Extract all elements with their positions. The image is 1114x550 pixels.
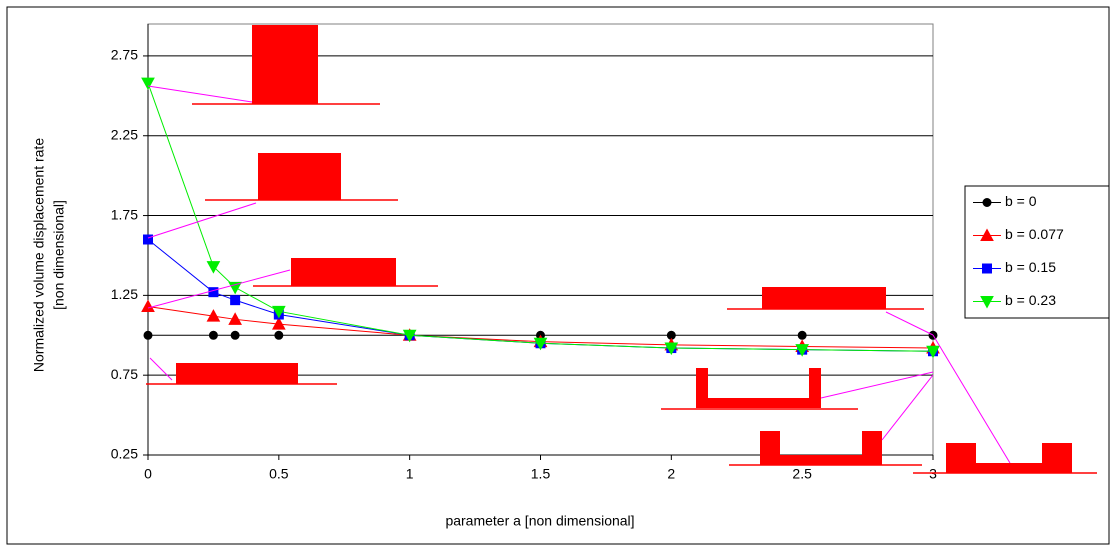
y-tick-label: 2.75 (111, 47, 138, 63)
marker (209, 288, 218, 297)
legend-label: b = 0 (1005, 193, 1037, 209)
marker (209, 331, 217, 339)
marker (231, 331, 239, 339)
x-axis-label: parameter a [non dimensional] (445, 513, 634, 529)
legend: b = 0 b = 0.077 b = 0.15 b = 0.23 (965, 186, 1109, 318)
x-tick-label: 1 (406, 466, 414, 482)
marker (275, 331, 283, 339)
y-axis-label: Normalized volume displacement rate (31, 138, 47, 372)
marker (983, 264, 992, 273)
y-tick-label: 1.75 (111, 206, 138, 222)
y-tick-label: 0.25 (111, 446, 138, 462)
marker (144, 235, 153, 244)
y-tick-label: 0.75 (111, 366, 138, 382)
x-tick-label: 1.5 (531, 466, 551, 482)
y-tick-label: 1.25 (111, 286, 138, 302)
x-tick-label: 2.5 (792, 466, 812, 482)
marker (231, 296, 240, 305)
y-tick-label: 2.25 (111, 126, 138, 142)
x-tick-label: 0.5 (269, 466, 289, 482)
legend-label: b = 0.15 (1005, 259, 1056, 275)
chart: 0.250.751.251.752.252.7500.511.522.53 pa… (0, 0, 1114, 550)
legend-label: b = 0.077 (1005, 226, 1064, 242)
x-tick-label: 0 (144, 466, 152, 482)
marker (798, 331, 806, 339)
x-tick-label: 2 (667, 466, 675, 482)
y-axis-label: [non dimensional] (51, 200, 67, 310)
legend-label: b = 0.23 (1005, 292, 1056, 308)
marker (983, 199, 991, 207)
marker (144, 331, 152, 339)
